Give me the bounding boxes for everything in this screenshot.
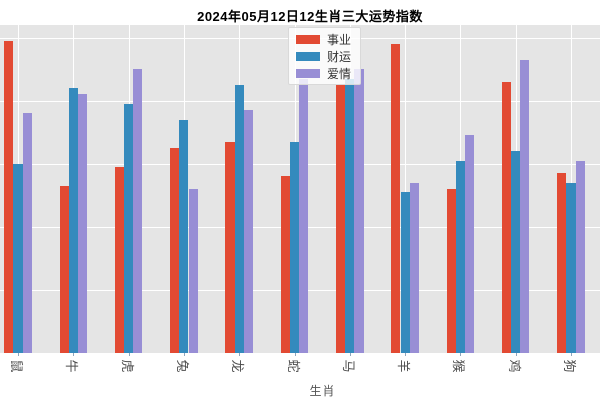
x-tick-label: 虎: [120, 359, 136, 373]
bar-事业: [280, 176, 290, 353]
bar-爱情: [133, 69, 143, 353]
bar-事业: [391, 43, 401, 353]
bar-爱情: [354, 69, 364, 353]
bar-财运: [289, 141, 300, 353]
legend-item: 财运: [296, 49, 352, 64]
bar-事业: [557, 173, 567, 353]
bar-财运: [400, 192, 410, 353]
bar-财运: [511, 151, 521, 353]
bar-财运: [124, 103, 134, 353]
x-tick-label: 鼠: [9, 359, 25, 373]
bar-爱情: [465, 135, 475, 353]
bar-爱情: [77, 94, 88, 353]
x-tick-label: 马: [341, 359, 357, 373]
bar-财运: [455, 160, 465, 353]
bar-爱情: [188, 189, 198, 353]
legend-label: 爱情: [327, 66, 352, 81]
bar-事业: [336, 84, 346, 353]
x-tick-label: 龙: [230, 359, 246, 373]
bar-事业: [225, 141, 235, 353]
x-tick-mark: [183, 353, 185, 356]
chart-title: 2024年05月12日12生肖三大运势指数: [197, 9, 423, 24]
bar-爱情: [243, 110, 253, 353]
x-tick-mark: [571, 353, 572, 356]
legend-swatch-icon: [296, 51, 320, 61]
x-tick-label: 狗: [562, 359, 578, 373]
bar-爱情: [299, 78, 309, 353]
bar-财运: [345, 78, 355, 353]
bar-事业: [446, 189, 456, 353]
x-axis-title: 生肖: [309, 384, 336, 398]
x-tick-mark: [239, 353, 241, 356]
x-tick-label: 鸡: [507, 359, 523, 373]
bar-事业: [4, 40, 14, 353]
x-tick-mark: [18, 353, 19, 356]
bar-事业: [59, 185, 69, 353]
bar-事业: [170, 148, 180, 353]
bar-爱情: [575, 160, 585, 353]
bar-财运: [179, 119, 189, 353]
bar-爱情: [409, 182, 419, 353]
bar-爱情: [520, 59, 530, 353]
x-tick-mark: [294, 353, 296, 356]
bar-财运: [566, 182, 576, 353]
legend-label: 事业: [327, 32, 352, 47]
legend: 事业 财运 爱情: [288, 27, 362, 85]
legend-swatch-icon: [296, 68, 320, 78]
x-tick-mark: [349, 353, 351, 356]
x-tick-mark: [128, 353, 130, 356]
x-tick-mark: [405, 353, 407, 356]
x-tick-label: 牛: [64, 359, 80, 373]
v-gridline: [405, 25, 407, 353]
bar-事业: [501, 81, 512, 353]
bar-爱情: [22, 113, 32, 353]
x-tick-label: 猴: [451, 359, 467, 373]
legend-label: 财运: [327, 49, 352, 64]
bar-事业: [114, 166, 124, 353]
legend-item: 爱情: [296, 66, 352, 81]
bar-财运: [234, 84, 244, 353]
x-tick-mark: [460, 353, 462, 356]
x-tick-label: 兔: [175, 359, 191, 373]
x-tick-label: 羊: [396, 359, 412, 373]
bar-财运: [68, 88, 78, 353]
legend-item: 事业: [296, 32, 352, 47]
x-tick-mark: [73, 353, 75, 356]
x-tick-label: 蛇: [286, 359, 301, 373]
bar-财运: [13, 163, 23, 353]
x-tick-mark: [515, 353, 517, 356]
legend-swatch-icon: [296, 34, 320, 44]
